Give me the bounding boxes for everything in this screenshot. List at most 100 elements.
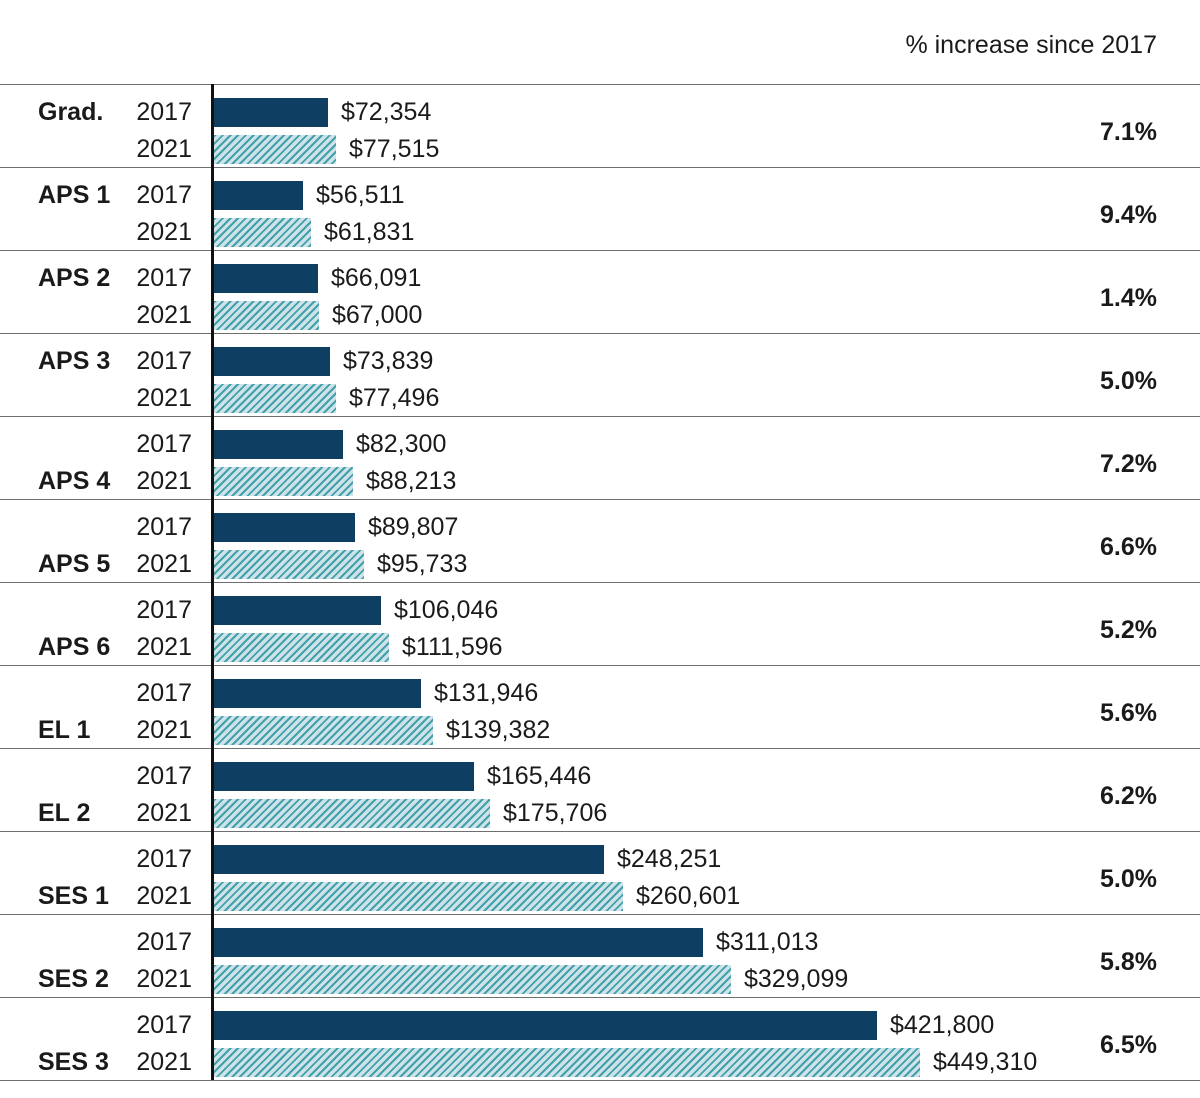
year-label-2017: 2017 [136,264,192,292]
classification-row: EL 1 2017 2021 $131,946 $139,382 5.6% [0,666,1200,749]
classification-label: APS 5 [38,550,111,578]
percent-increase-value: 5.8% [1100,948,1157,976]
percent-increase-value: 5.0% [1100,367,1157,395]
bar-2021-hatched [214,1048,920,1077]
value-label-2021: $175,706 [503,799,608,827]
classification-row: APS 3 2017 2021 $73,839 $77,496 5.0% [0,334,1200,417]
year-label-2017: 2017 [136,347,192,375]
bar-2021-hatched [214,301,319,330]
bar-2021-hatched [214,882,623,911]
value-label-2017: $421,800 [890,1011,995,1039]
percent-increase-value: 6.6% [1100,533,1157,561]
value-label-2021: $88,213 [366,467,457,495]
bar-2021-hatched [214,716,433,745]
value-label-2017: $165,446 [487,762,592,790]
classification-label: Grad. [38,98,104,126]
percent-increase-value: 1.4% [1100,284,1157,312]
classification-row: Grad. 2017 2021 $72,354 $77,515 7.1% [0,85,1200,168]
percent-increase-value: 9.4% [1100,201,1157,229]
year-label-2021: 2021 [136,1048,192,1076]
year-label-2021: 2021 [136,384,192,412]
classification-label: APS 1 [38,181,111,209]
year-label-2021: 2021 [136,135,192,163]
chart-rows: Grad. 2017 2021 $72,354 $77,515 7.1% APS… [0,84,1200,1081]
year-label-2021: 2021 [136,218,192,246]
value-label-2017: $89,807 [368,513,459,541]
bar-2017 [214,264,318,293]
year-label-2017: 2017 [136,596,192,624]
classification-label: SES 1 [38,882,109,910]
baseline-axis [211,84,214,1080]
bar-2017 [214,430,343,459]
bar-2017 [214,1011,877,1040]
bar-2021-hatched [214,799,490,828]
year-label-2017: 2017 [136,430,192,458]
classification-row: SES 2 2017 2021 $311,013 $329,099 5.8% [0,915,1200,998]
bar-2017 [214,762,474,791]
bar-2021-hatched [214,550,364,579]
bar-2017 [214,596,381,625]
percent-increase-value: 7.1% [1100,118,1157,146]
classification-row: APS 6 2017 2021 $106,046 $111,596 5.2% [0,583,1200,666]
bar-2021-hatched [214,135,336,164]
bar-2017 [214,513,355,542]
classification-row: SES 1 2017 2021 $248,251 $260,601 5.0% [0,832,1200,915]
value-label-2017: $66,091 [331,264,422,292]
year-label-2021: 2021 [136,882,192,910]
classification-row: SES 3 2017 2021 $421,800 $449,310 6.5% [0,998,1200,1081]
year-label-2017: 2017 [136,1011,192,1039]
year-label-2021: 2021 [136,550,192,578]
percent-increase-value: 5.0% [1100,865,1157,893]
year-label-2017: 2017 [136,845,192,873]
bar-2017 [214,845,604,874]
classification-label: EL 1 [38,716,91,744]
value-label-2017: $248,251 [617,845,722,873]
bar-2021-hatched [214,633,389,662]
classification-row: APS 4 2017 2021 $82,300 $88,213 7.2% [0,417,1200,500]
value-label-2021: $449,310 [933,1048,1038,1076]
value-label-2021: $61,831 [324,218,415,246]
value-label-2017: $311,013 [716,928,819,956]
classification-label: SES 3 [38,1048,109,1076]
bar-2017 [214,928,703,957]
classification-row: EL 2 2017 2021 $165,446 $175,706 6.2% [0,749,1200,832]
classification-label: APS 3 [38,347,111,375]
year-label-2017: 2017 [136,98,192,126]
value-label-2017: $73,839 [343,347,434,375]
value-label-2021: $111,596 [402,633,503,661]
bar-2021-hatched [214,218,311,247]
bar-2021-hatched [214,467,353,496]
value-label-2017: $56,511 [316,181,405,209]
year-label-2021: 2021 [136,467,192,495]
year-label-2021: 2021 [136,633,192,661]
year-label-2021: 2021 [136,716,192,744]
value-label-2021: $139,382 [446,716,551,744]
year-label-2017: 2017 [136,928,192,956]
classification-label: SES 2 [38,965,109,993]
year-label-2017: 2017 [136,762,192,790]
classification-label: APS 4 [38,467,111,495]
bar-2017 [214,181,303,210]
bar-2021-hatched [214,965,731,994]
classification-label: EL 2 [38,799,91,827]
bar-2017 [214,98,328,127]
year-label-2017: 2017 [136,513,192,541]
value-label-2017: $106,046 [394,596,499,624]
percent-column-header: % increase since 2017 [905,31,1157,59]
percent-increase-value: 6.2% [1100,782,1157,810]
percent-increase-value: 6.5% [1100,1031,1157,1059]
value-label-2021: $95,733 [377,550,468,578]
value-label-2021: $329,099 [744,965,849,993]
classification-label: APS 2 [38,264,111,292]
classification-label: APS 6 [38,633,111,661]
year-label-2017: 2017 [136,181,192,209]
value-label-2021: $77,496 [349,384,440,412]
year-label-2021: 2021 [136,965,192,993]
percent-increase-value: 7.2% [1100,450,1157,478]
value-label-2017: $72,354 [341,98,432,126]
value-label-2021: $260,601 [636,882,741,910]
year-label-2021: 2021 [136,301,192,329]
percent-increase-value: 5.2% [1100,616,1157,644]
year-label-2017: 2017 [136,679,192,707]
value-label-2017: $82,300 [356,430,447,458]
